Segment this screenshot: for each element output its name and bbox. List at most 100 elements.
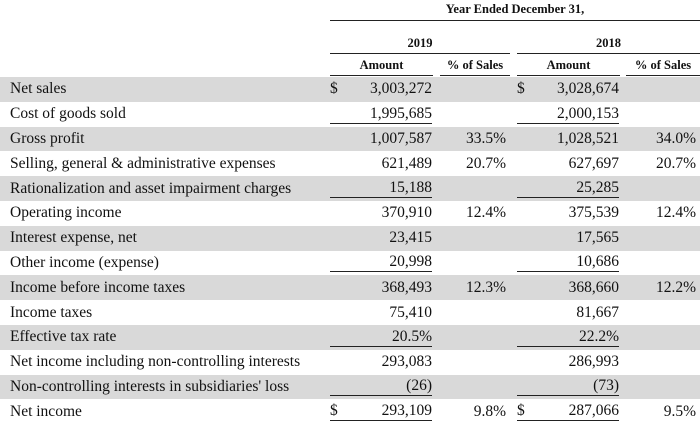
pct-2018-cell	[625, 102, 700, 127]
pct-2018: 34.0%	[655, 129, 696, 147]
row-label: Interest expense, net	[0, 225, 325, 251]
currency-symbol: $	[517, 80, 525, 98]
row-label: Rationalization and asset impairment cha…	[0, 176, 325, 201]
row-label: Gross profit	[0, 126, 325, 152]
table-row: Other income (expense) 20,998 10,686	[0, 251, 700, 276]
pct-2019-cell: 9.8%	[438, 399, 512, 424]
currency-symbol: $	[330, 80, 338, 98]
pct-2018: 9.5%	[663, 402, 696, 420]
pct-2019-cell	[438, 77, 512, 102]
amount-2019-cell: 621,489	[325, 151, 438, 176]
amount-2018-cell: 22.2%	[512, 324, 625, 350]
table-row: Rationalization and asset impairment cha…	[0, 176, 700, 201]
amount-2018-cell: 81,667	[512, 300, 625, 325]
row-label: Income before income taxes	[0, 275, 325, 301]
amount-2019: 15,188	[389, 179, 432, 197]
amount-2019-cell: $293,109	[325, 399, 438, 424]
amount-2019-cell: $3,003,272	[325, 77, 438, 102]
amount-2018-cell: 368,660	[512, 275, 625, 301]
amount-2019: 368,493	[381, 278, 432, 296]
amount-2018-cell: 25,285	[512, 176, 625, 201]
amount-2019-cell: 1,995,685	[325, 102, 438, 127]
amount-2018: (73)	[593, 377, 619, 395]
pct-2019-cell	[438, 102, 512, 127]
pct-2019-cell: 12.3%	[438, 275, 512, 301]
col-rule	[626, 75, 700, 76]
row-label: Selling, general & administrative expens…	[10, 154, 276, 172]
pct-2018: 12.2%	[655, 278, 696, 296]
amount-2019: (26)	[406, 377, 432, 395]
pct-2018-cell: 9.5%	[625, 399, 700, 424]
amount-2019: 75,410	[389, 303, 432, 321]
amount-2018: 3,028,674	[557, 80, 619, 98]
col-amount-2019: Amount	[359, 58, 404, 72]
col-amount-2018: Amount	[546, 58, 591, 72]
amount-2018: 375,539	[568, 204, 619, 222]
pct-2019-cell: 33.5%	[438, 126, 512, 152]
pct-2019-cell	[438, 324, 512, 350]
pct-2018-cell	[625, 77, 700, 102]
row-label: Net income	[10, 402, 82, 420]
pct-2018-cell	[625, 251, 700, 276]
table-row: Cost of goods sold 1,995,685 2,000,153	[0, 102, 700, 127]
amount-2019-cell: 1,007,587	[325, 126, 438, 152]
amount-2018: 17,565	[576, 229, 619, 247]
row-label: Operating income	[10, 204, 122, 222]
col-rule	[330, 75, 433, 76]
year-2018-header: 2018	[596, 36, 621, 50]
amount-2018-cell: $3,028,674	[512, 77, 625, 102]
table-row: Interest expense, net 23,415 17,565	[0, 225, 700, 251]
pct-2018-cell	[625, 350, 700, 375]
pct-2019-cell: 12.4%	[438, 201, 512, 226]
amount-2018-cell: 375,539	[512, 201, 625, 226]
amount-2019: 20,998	[389, 253, 432, 271]
table-row: Non-controlling interests in subsidiarie…	[0, 374, 700, 400]
table-row: Income taxes 75,410 81,667	[0, 300, 700, 325]
pct-2018-cell	[625, 374, 700, 400]
pct-2019: 9.8%	[473, 402, 506, 420]
row-label: Income taxes	[10, 303, 93, 321]
pct-2018: 12.4%	[655, 204, 696, 222]
currency-symbol: $	[517, 402, 525, 420]
amount-2018-cell: 10,686	[512, 251, 625, 276]
amount-2019: 3,003,272	[370, 80, 432, 98]
amount-2019: 621,489	[381, 154, 432, 172]
pct-2018-cell	[625, 225, 700, 251]
amount-2018: 81,667	[576, 303, 619, 321]
pct-2019-cell	[438, 225, 512, 251]
pct-2018-cell: 12.2%	[625, 275, 700, 301]
col-rule	[440, 75, 510, 76]
table-row: Income before income taxes 368,493 12.3% 36…	[0, 275, 700, 301]
table-row: Operating income 370,910 12.4% 375,539 12.4%	[0, 201, 700, 226]
pct-2018-cell	[625, 176, 700, 201]
pct-2018: 20.7%	[655, 154, 696, 172]
year-2019-header: 2019	[407, 36, 433, 50]
amount-2019-cell: 293,083	[325, 350, 438, 375]
pct-2018-cell: 34.0%	[625, 126, 700, 152]
amount-2019-cell: 20.5%	[325, 324, 438, 350]
table-row: Net sales $3,003,272 $3,028,674	[0, 77, 700, 102]
col-pct-2018: % of Sales	[634, 58, 692, 72]
amount-2018: 25,285	[576, 179, 619, 197]
amount-2019: 370,910	[381, 204, 432, 222]
amount-2018: 22.2%	[578, 327, 619, 345]
amount-2018-cell: 627,697	[512, 151, 625, 176]
amount-2019: 20.5%	[391, 327, 432, 345]
table-row: Gross profit 1,007,587 33.5% 1,028,521 34.0%	[0, 126, 700, 152]
amount-2018: 627,697	[568, 154, 619, 172]
period-rule	[330, 20, 700, 21]
pct-2019-cell: 20.7%	[438, 151, 512, 176]
pct-2019-cell	[438, 374, 512, 400]
amount-2018-cell: 1,028,521	[512, 126, 625, 152]
pct-2019-cell	[438, 350, 512, 375]
pct-2019-cell	[438, 176, 512, 201]
amount-2019-cell: 370,910	[325, 201, 438, 226]
amount-2019-cell: 20,998	[325, 251, 438, 276]
amount-2019-cell: 15,188	[325, 176, 438, 201]
pct-2019-cell	[438, 300, 512, 325]
col-rule	[517, 75, 620, 76]
amount-2018-cell: 2,000,153	[512, 102, 625, 127]
table-row: Net income including non-controlling int…	[0, 350, 700, 375]
amount-2019-cell: (26)	[325, 374, 438, 400]
amount-2019-cell: 368,493	[325, 275, 438, 301]
